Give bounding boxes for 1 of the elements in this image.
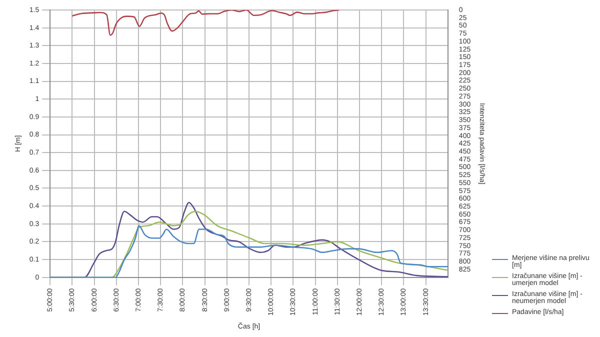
line-series — [72, 10, 340, 36]
